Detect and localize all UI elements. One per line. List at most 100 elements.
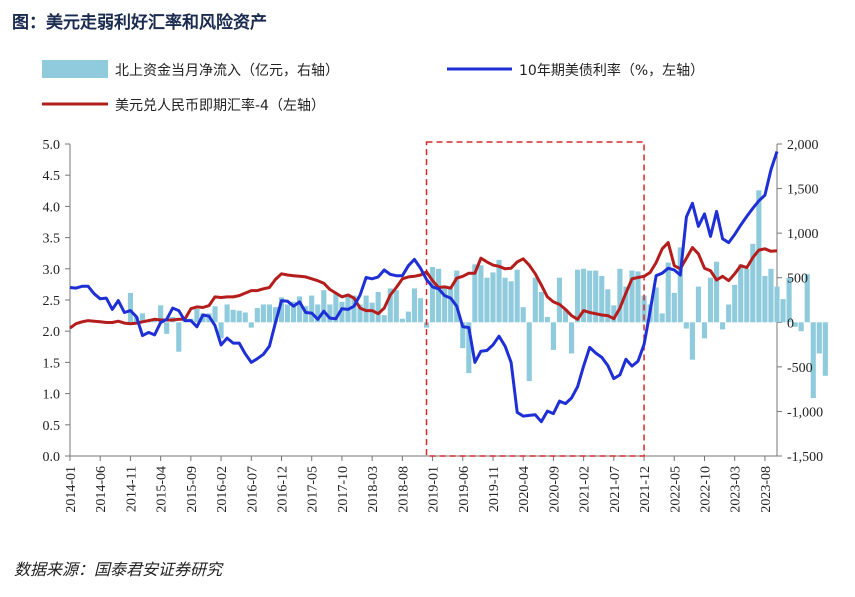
northbound-bar [291,301,297,323]
x-tick-label: 2015-09 [185,466,200,513]
x-tick-label: 2016-02 [215,466,230,513]
northbound-bar [653,287,659,323]
x-tick-label: 2017-10 [336,466,351,513]
northbound-bar [816,322,822,354]
northbound-bar [526,322,532,382]
x-tick-label: 2021-02 [578,466,593,513]
northbound-bar [158,305,164,323]
legend-bar-swatch [42,60,108,78]
left-tick-label: 3.5 [43,232,61,247]
northbound-bar [417,298,424,323]
left-tick-label: 4.0 [43,200,61,215]
northbound-bar [568,322,575,354]
northbound-bar [303,306,309,323]
northbound-bar [768,268,774,323]
northbound-bar [695,286,702,323]
northbound-bar [689,322,695,360]
northbound-bar [822,322,828,376]
northbound-bar [260,304,266,323]
x-tick-label: 2019-06 [457,466,472,513]
northbound-bar [411,288,418,323]
x-tick-label: 2020-04 [517,466,532,513]
right-tick-label: -1,500 [787,450,823,465]
northbound-bar [315,304,321,323]
northbound-bar [611,305,617,323]
northbound-bar [176,322,182,352]
northbound-bar [762,275,768,323]
northbound-bar [750,243,756,323]
northbound-bar [593,270,599,323]
x-tick-label: 2022-05 [668,466,683,513]
northbound-bar [218,322,224,339]
northbound-bar [701,322,708,339]
right-tick-label: 1,000 [787,227,819,242]
northbound-bar [478,265,484,323]
usdcny-line [69,241,778,330]
x-tick-label: 2023-08 [759,466,774,513]
northbound-bar [635,271,641,323]
northbound-bar [466,322,472,374]
x-tick-label: 2019-01 [427,466,442,513]
northbound-bar [139,313,146,323]
northbound-bar [248,322,254,328]
x-tick-label: 2014-06 [94,466,109,513]
northbound-bar [562,308,569,323]
northbound-bar [810,322,816,399]
northbound-bar [387,288,393,323]
northbound-bar [720,322,726,330]
left-tick-label: 1.5 [43,356,61,371]
northbound-bar [677,247,683,323]
northbound-bar [617,268,623,323]
northbound-bar [490,272,496,323]
x-tick-label: 2018-03 [366,466,381,513]
northbound-bar [127,292,133,323]
northbound-bar [508,281,514,323]
left-tick-label: 2.0 [43,325,61,340]
northbound-bar [375,291,381,323]
northbound-bar [278,297,285,323]
legend: 北上资金当月净流入（亿元，右轴） 10年期美债利率（%，左轴） 美元兑人民币即期… [42,60,704,114]
northbound-bar [351,295,357,323]
northbound-bar [327,304,333,323]
x-tick-label: 2023-03 [729,466,744,513]
northbound-bar [333,292,339,323]
northbound-bar [605,289,611,323]
northbound-bar [357,304,363,323]
northbound-bar [399,318,405,323]
northbound-bar [309,295,315,323]
northbound-bar [556,277,563,323]
northbound-bar [738,264,744,323]
northbound-bar [448,288,454,323]
northbound-bar [502,277,508,323]
x-tick-label: 2015-04 [155,466,170,513]
northbound-bar [284,304,291,323]
northbound-bar [798,322,804,332]
tick-labels: 0.0 0.5 1.0 1.5 2.0 2.5 3.0 3.5 4.0 4.5 5.0 -1,500 -… [43,138,824,513]
northbound-bar [266,304,272,323]
left-tick-label: 1.0 [43,388,61,403]
northbound-bar [405,311,411,323]
northbound-bar [665,262,671,323]
x-tick-label: 2016-12 [275,466,290,513]
northbound-bar [454,270,460,323]
northbound-bar [683,322,689,329]
left-tick-label: 0.5 [43,419,61,434]
northbound-bar [726,304,732,323]
x-tick-label: 2022-10 [698,466,713,513]
northbound-bar [224,304,230,323]
left-tick-label: 5.0 [43,138,61,153]
right-tick-label: -500 [787,361,813,376]
northbound-bar [242,312,248,323]
northbound-bar [581,268,587,323]
northbound-bar [550,322,556,350]
northbound-bar [544,316,550,323]
northbound-bar [599,275,605,323]
northbound-bar [194,308,200,323]
northbound-bar [792,322,798,327]
left-tick-label: 4.5 [43,169,61,184]
series-lines [69,151,779,424]
northbound-bar [393,290,399,323]
x-tick-label: 2014-01 [64,466,79,513]
highlight-box-rect [425,141,645,457]
